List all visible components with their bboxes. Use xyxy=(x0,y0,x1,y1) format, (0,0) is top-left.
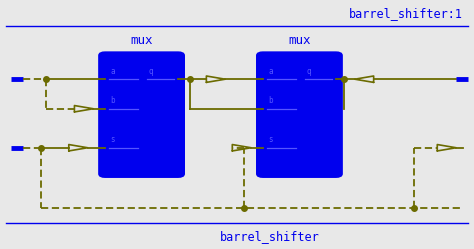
Text: s: s xyxy=(269,135,273,144)
Text: q: q xyxy=(306,67,311,76)
Text: b: b xyxy=(111,96,115,105)
Text: barrel_shifter:1: barrel_shifter:1 xyxy=(349,7,463,20)
Text: a: a xyxy=(269,67,273,76)
Text: b: b xyxy=(269,96,273,105)
FancyBboxPatch shape xyxy=(100,53,184,177)
FancyBboxPatch shape xyxy=(257,53,342,177)
Text: barrel_shifter: barrel_shifter xyxy=(220,230,320,243)
Text: mux: mux xyxy=(288,34,310,47)
Text: mux: mux xyxy=(130,34,153,47)
Text: a: a xyxy=(111,67,115,76)
Text: q: q xyxy=(148,67,153,76)
Text: s: s xyxy=(111,135,115,144)
